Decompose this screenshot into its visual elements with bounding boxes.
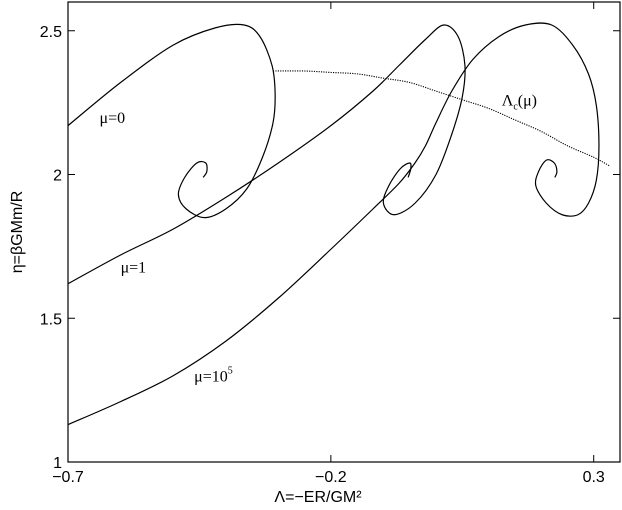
- axis-tick-labels: −0.7 −0.2 0.3 1 1.5 2 2.5: [40, 24, 605, 486]
- x-tick-label: −0.7: [52, 469, 84, 486]
- x-tick-label: 0.3: [583, 469, 605, 486]
- series-group: [67, 22, 610, 426]
- label-mu-1: μ=1: [121, 259, 147, 276]
- label-mu-1e5: μ=105: [194, 366, 233, 386]
- y-tick-label: 2.5: [40, 24, 62, 41]
- x-tick-label: −0.2: [315, 469, 347, 486]
- y-tick-label: 1.5: [40, 311, 62, 328]
- series-critical-line: [273, 70, 610, 167]
- series-mu-0-line: [67, 23, 276, 219]
- plot-frame: [67, 1, 621, 463]
- series-mu-1e5-line: [67, 22, 600, 426]
- annotation-group: μ=0 μ=1 μ=105 Λc(μ): [100, 93, 537, 386]
- label-mu-0: μ=0: [100, 110, 126, 127]
- x-axis-title: Λ=−ER/GM²: [274, 489, 362, 506]
- label-lambda-c: Λc(μ): [502, 93, 537, 113]
- y-tick-label: 2: [53, 168, 62, 185]
- series-mu-1-line: [67, 24, 466, 285]
- axis-ticks: [67, 2, 620, 463]
- y-axis-title: η=βGMm/R: [9, 191, 26, 274]
- y-tick-label: 1: [53, 455, 62, 472]
